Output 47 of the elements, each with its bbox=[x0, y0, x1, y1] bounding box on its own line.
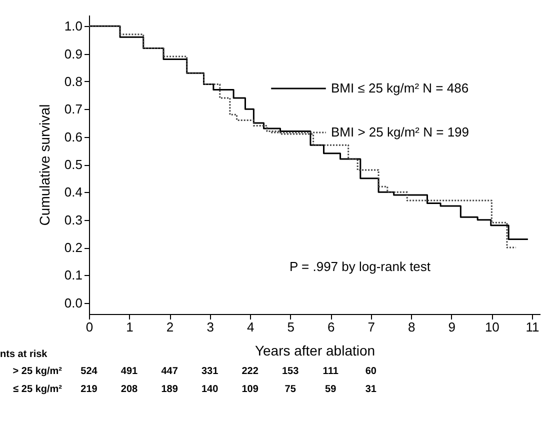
text: ≤ 25 kg/m² bbox=[13, 384, 63, 395]
x-tick-label: 9 bbox=[448, 320, 456, 334]
y-tick-label: 0.1 bbox=[64, 268, 82, 283]
text: 447 bbox=[161, 366, 178, 377]
y-tick-label: 0.3 bbox=[64, 212, 82, 228]
y-tick-label: 0.2 bbox=[64, 240, 82, 256]
text: 331 bbox=[201, 366, 219, 377]
legend-label: BMI ≤ 25 kg/m² N = 486 bbox=[331, 80, 469, 96]
y-axis-title: Cumulative survival bbox=[36, 104, 52, 226]
text: nts at risk bbox=[0, 349, 48, 360]
y-tick-label: 0.5 bbox=[64, 157, 82, 172]
text: 60 bbox=[365, 366, 377, 377]
x-tick-label: 6 bbox=[327, 320, 335, 334]
y-tick-label: 0.4 bbox=[64, 184, 82, 200]
x-tick-label: 8 bbox=[408, 320, 416, 334]
x-tick-label: 4 bbox=[246, 320, 254, 334]
text: 140 bbox=[201, 384, 219, 395]
annotation: P = .997 by log-rank test bbox=[289, 259, 431, 274]
x-tick-label: 1 bbox=[126, 320, 134, 334]
legend-label: BMI > 25 kg/m² N = 199 bbox=[331, 124, 470, 140]
text: 111 bbox=[322, 366, 339, 377]
y-tick-label: 0.6 bbox=[64, 129, 82, 144]
x-tick-label: 7 bbox=[368, 320, 375, 334]
y-tick-label: 0.9 bbox=[64, 46, 82, 62]
x-tick-label: 2 bbox=[166, 320, 174, 334]
y-tick-label: 0.0 bbox=[64, 295, 82, 310]
x-axis-title: Years after ablation bbox=[254, 342, 376, 358]
x-tick-label: 11 bbox=[526, 320, 540, 334]
text: 219 bbox=[80, 384, 98, 395]
x-tick-label: 3 bbox=[206, 320, 214, 334]
text: 524 bbox=[80, 366, 98, 377]
y-tick-label: 1.0 bbox=[64, 18, 82, 34]
text: > 25 kg/m² bbox=[12, 366, 63, 377]
y-tick-label: 0.7 bbox=[64, 102, 82, 117]
text: 153 bbox=[282, 366, 300, 377]
text: 31 bbox=[365, 384, 377, 395]
x-tick-label: 0 bbox=[86, 320, 94, 334]
text: 75 bbox=[284, 384, 296, 395]
text: 189 bbox=[161, 384, 178, 395]
text: 109 bbox=[242, 384, 259, 395]
y-tick-label: 0.8 bbox=[64, 74, 82, 89]
x-tick-label: 5 bbox=[287, 320, 294, 334]
text: 222 bbox=[242, 366, 259, 377]
x-tick-label: 10 bbox=[484, 320, 500, 334]
text: 491 bbox=[120, 366, 138, 377]
text: 59 bbox=[325, 384, 337, 395]
text: 208 bbox=[120, 384, 138, 395]
